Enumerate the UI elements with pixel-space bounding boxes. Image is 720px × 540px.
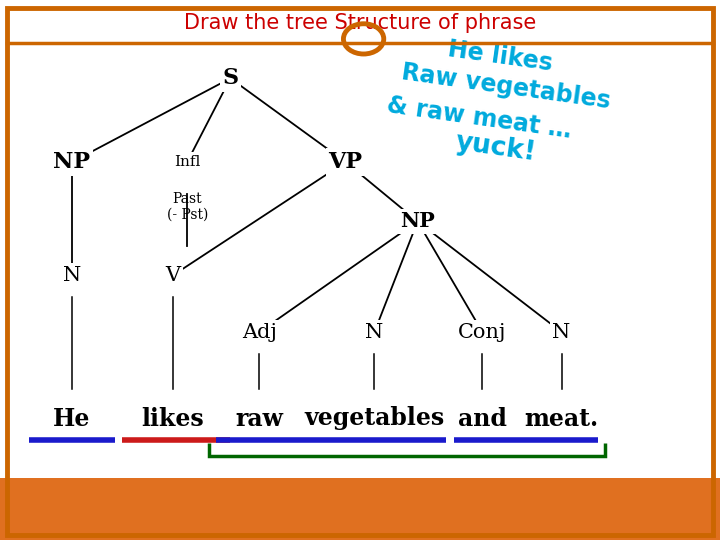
Text: yuck!: yuck! [454,130,538,166]
Text: V: V [165,266,181,285]
Text: Adj: Adj [242,322,276,342]
Text: vegetables: vegetables [305,407,444,430]
Text: likes: likes [141,407,204,430]
Text: VP: VP [328,151,363,173]
Text: Infl: Infl [174,155,200,169]
Text: Raw vegetables: Raw vegetables [400,60,611,113]
Text: NP: NP [53,151,91,173]
Text: He: He [53,407,91,430]
Text: meat.: meat. [525,407,598,430]
Text: raw: raw [235,407,283,430]
Bar [0,478,720,540]
Text: Conj: Conj [458,322,507,342]
Text: Draw the tree Structure of phrase: Draw the tree Structure of phrase [184,12,536,33]
Text: N: N [552,322,571,342]
Text: N: N [365,322,384,342]
Text: S: S [222,68,238,89]
Text: & raw meat …: & raw meat … [385,93,573,143]
Text: N: N [63,266,81,285]
Text: and: and [458,407,507,430]
Text: NP: NP [400,211,435,232]
Text: Past
(- Pst): Past (- Pst) [166,192,208,222]
Text: He likes: He likes [446,37,554,76]
